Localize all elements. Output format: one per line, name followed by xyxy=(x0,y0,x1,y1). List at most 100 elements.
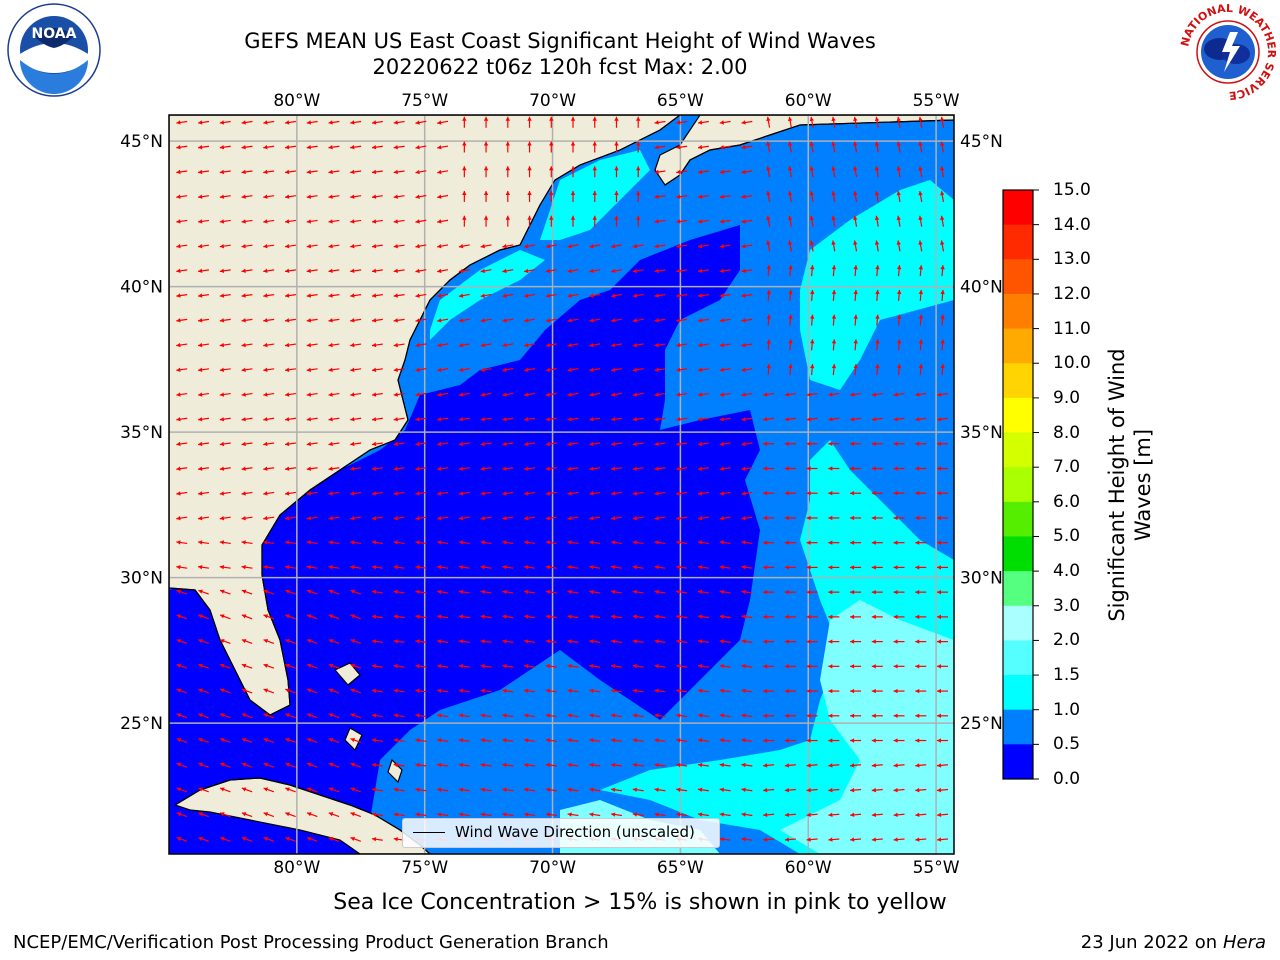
wave-direction-arrowhead xyxy=(328,812,334,817)
wave-direction-arrowhead xyxy=(741,367,746,372)
wave-direction-arrowhead xyxy=(697,417,703,422)
wave-direction-arrowhead xyxy=(611,639,616,644)
wave-direction-arrowhead xyxy=(896,314,902,319)
wave-direction-arrowhead xyxy=(545,614,551,619)
wave-direction-arrowhead xyxy=(371,688,377,694)
wave-direction-arrowhead xyxy=(614,166,619,171)
wave-direction-arrowhead xyxy=(545,441,551,447)
wave-direction-arrowhead xyxy=(741,392,746,397)
wave-direction-arrowhead xyxy=(719,466,724,471)
wave-direction-arrowhead xyxy=(784,392,790,397)
wave-direction-arrowhead xyxy=(893,787,898,793)
wave-direction-arrowhead xyxy=(306,268,312,274)
wave-direction-arrowhead xyxy=(611,663,616,669)
wave-direction-arrowhead xyxy=(371,169,377,175)
wave-direction-arrowhead xyxy=(741,812,746,817)
wave-direction-arrowhead xyxy=(306,417,312,422)
axis-labels: 80°W 80°W 75°W 75°W 70°W 70°W 65°W 65°W 60°W 60°W… xyxy=(120,91,1003,878)
wave-direction-arrowhead xyxy=(788,265,793,270)
wave-direction-arrowhead xyxy=(719,243,724,249)
wave-direction-arrowhead xyxy=(371,639,377,644)
wave-direction-arrowhead xyxy=(458,713,464,718)
wave-direction-arrowhead xyxy=(697,293,703,298)
sea-ice-note: Sea Ice Concentration > 15% is shown in … xyxy=(333,890,947,915)
wave-direction-arrowhead xyxy=(462,166,467,171)
wave-direction-arrowhead xyxy=(219,293,225,298)
wave-direction-arrowhead xyxy=(458,392,464,397)
wave-direction-arrowhead xyxy=(505,190,511,195)
wave-direction-arrowhead xyxy=(850,540,855,545)
wave-direction-arrowhead xyxy=(415,342,420,348)
wave-direction-arrowhead xyxy=(676,342,681,348)
wave-direction-arrowhead xyxy=(350,342,355,348)
wave-direction-arrowhead xyxy=(589,491,594,496)
wave-direction-arrowhead xyxy=(458,812,464,817)
colorbar-frame xyxy=(1002,189,1034,780)
wave-direction-arrowhead xyxy=(676,466,681,471)
wave-direction-arrowhead xyxy=(787,116,793,122)
wave-direction-arrowhead xyxy=(632,540,638,545)
wave-direction-arrowhead xyxy=(784,738,789,743)
wave-direction-arrowhead xyxy=(458,565,464,570)
wave-direction-arrowhead xyxy=(176,688,182,693)
legend-line-icon xyxy=(413,832,445,833)
wave-direction-arrowhead xyxy=(567,639,572,644)
wave-direction-arrowhead xyxy=(719,219,724,224)
wave-direction-arrowhead xyxy=(241,515,246,521)
wave-direction-arrowhead xyxy=(936,466,941,471)
colorbar-tick-label: 2.0 xyxy=(1053,630,1081,651)
wave-direction-arrowhead xyxy=(676,392,681,397)
wave-direction-arrowhead xyxy=(285,515,290,521)
wave-direction-arrowhead xyxy=(763,639,768,644)
wave-direction-arrowhead xyxy=(614,116,619,121)
wave-direction-arrowhead xyxy=(697,318,703,323)
wave-direction-arrowhead xyxy=(328,342,333,348)
wave-direction-arrowhead xyxy=(936,738,941,743)
wave-direction-arrowhead xyxy=(611,787,616,792)
wave-direction-arrowhead xyxy=(893,392,898,397)
wave-direction-arrowhead xyxy=(307,663,312,668)
wave-direction-arrowhead xyxy=(502,762,507,768)
wave-direction-arrowhead xyxy=(350,737,356,743)
wave-direction-arrowhead xyxy=(654,738,659,743)
wave-direction-arrowhead xyxy=(784,417,790,422)
wave-direction-arrowhead xyxy=(176,713,182,718)
wave-direction-arrowhead xyxy=(524,639,529,644)
wave-direction-arrowhead xyxy=(524,318,529,323)
wave-direction-arrowhead xyxy=(763,812,768,818)
wave-direction-arrowhead xyxy=(176,565,181,570)
wave-direction-arrowhead xyxy=(871,392,877,397)
wave-direction-arrowhead xyxy=(828,540,833,545)
wave-direction-arrowhead xyxy=(350,491,355,496)
wave-direction-arrowhead xyxy=(763,392,768,397)
wave-direction-arrowhead xyxy=(654,441,659,447)
wave-direction-arrowhead xyxy=(371,837,377,842)
wave-direction-arrowhead xyxy=(328,491,333,496)
wave-direction-arrowhead xyxy=(220,812,225,817)
lon-label-bottom: 70°W xyxy=(529,858,576,878)
wave-direction-arrowhead xyxy=(567,318,572,323)
wave-direction-arrowhead xyxy=(176,639,182,644)
colorbar-tick-label: 12.0 xyxy=(1053,283,1091,304)
wave-direction-arrowhead xyxy=(458,417,464,422)
wave-direction-arrowhead xyxy=(853,116,858,122)
wave-direction-arrowhead xyxy=(611,491,616,496)
wave-direction-arrowhead xyxy=(545,244,551,249)
wave-direction-arrowhead xyxy=(592,190,597,195)
wave-direction-arrowhead xyxy=(176,787,182,792)
wave-direction-arrowhead xyxy=(741,787,746,792)
wave-direction-arrowhead xyxy=(524,293,529,298)
wave-direction-arrowhead xyxy=(741,293,746,298)
wave-direction-arrowhead xyxy=(936,565,941,570)
wave-direction-arrowhead xyxy=(285,713,290,718)
wave-direction-arrowhead xyxy=(567,812,572,817)
wave-direction-arrowhead xyxy=(936,441,941,446)
wave-direction-arrowhead xyxy=(328,194,333,199)
wave-direction-arrowhead xyxy=(307,639,312,644)
wave-direction-arrowhead xyxy=(371,663,377,669)
wave-direction-arrowhead xyxy=(850,787,855,793)
wave-direction-arrowhead xyxy=(676,120,681,125)
wave-direction-arrowhead xyxy=(636,141,641,146)
wave-direction-arrowhead xyxy=(697,169,703,175)
wave-direction-arrowhead xyxy=(263,663,269,668)
